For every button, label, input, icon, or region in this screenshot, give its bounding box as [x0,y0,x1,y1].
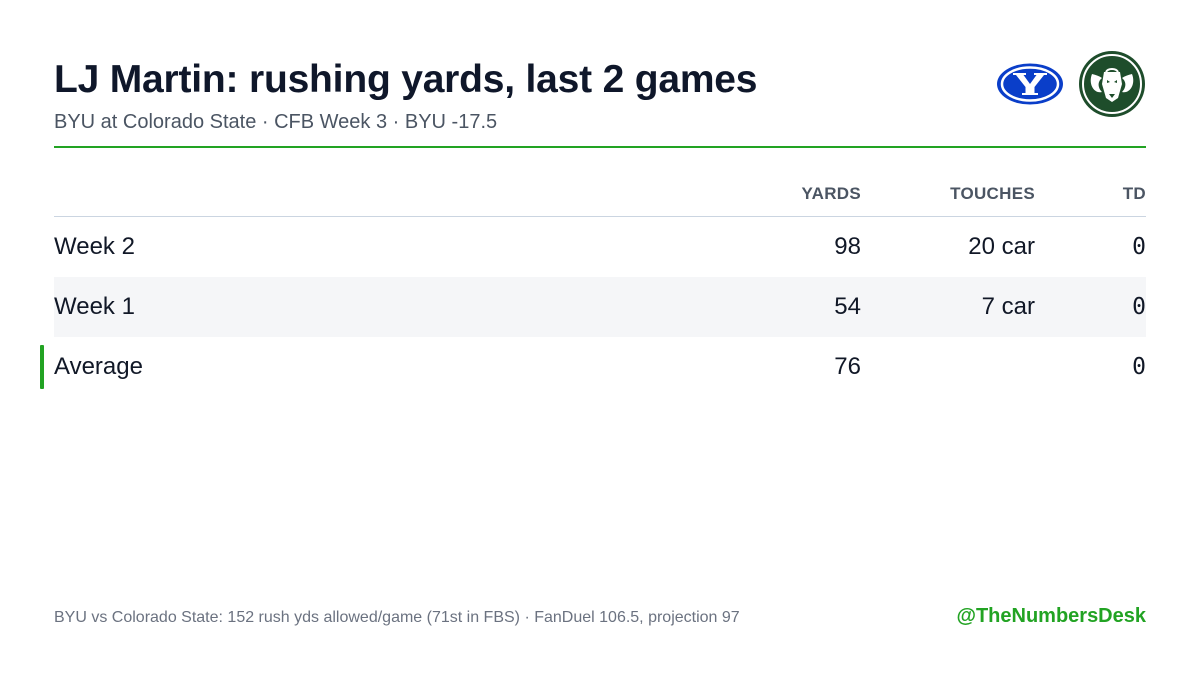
author-handle: @TheNumbersDesk [956,605,1146,627]
row-label: Week 2 [54,233,135,260]
page-title: LJ Martin: rushing yards, last 2 games [54,58,758,101]
colorado-state-ram-logo-icon [1078,50,1146,118]
yards-value: 54 [834,293,861,320]
table-row: Week 1 54 7 car 0 [54,277,1146,337]
touches-value: 7 car [981,293,1035,320]
column-header-yards: YARDS [801,184,861,203]
table-row-average: Average 76 0 [40,337,1146,397]
column-header-touches: TOUCHES [950,184,1035,203]
yards-value: 98 [834,233,861,260]
page-subtitle: BYU at Colorado State · CFB Week 3 · BYU… [54,111,498,133]
yards-value: 76 [834,353,861,380]
row-label: Average [54,353,143,380]
team-logos [996,50,1146,118]
header-divider [54,146,1146,148]
footnote: BYU vs Colorado State: 152 rush yds allo… [54,609,740,626]
td-value: 0 [1132,234,1146,260]
touches-value: 20 car [968,233,1035,260]
byu-logo-icon [996,62,1064,106]
stat-card: LJ Martin: rushing yards, last 2 games B… [40,0,1146,675]
stats-table: YARDS TOUCHES TD Week 2 98 20 car 0 Week… [40,172,1146,397]
table-row: Week 2 98 20 car 0 [54,217,1146,277]
td-value: 0 [1132,354,1146,380]
average-accent-bar [40,345,44,389]
row-label: Week 1 [54,293,135,320]
table-header: YARDS TOUCHES TD [54,172,1146,217]
column-header-td: TD [1122,184,1146,203]
td-value: 0 [1132,294,1146,320]
